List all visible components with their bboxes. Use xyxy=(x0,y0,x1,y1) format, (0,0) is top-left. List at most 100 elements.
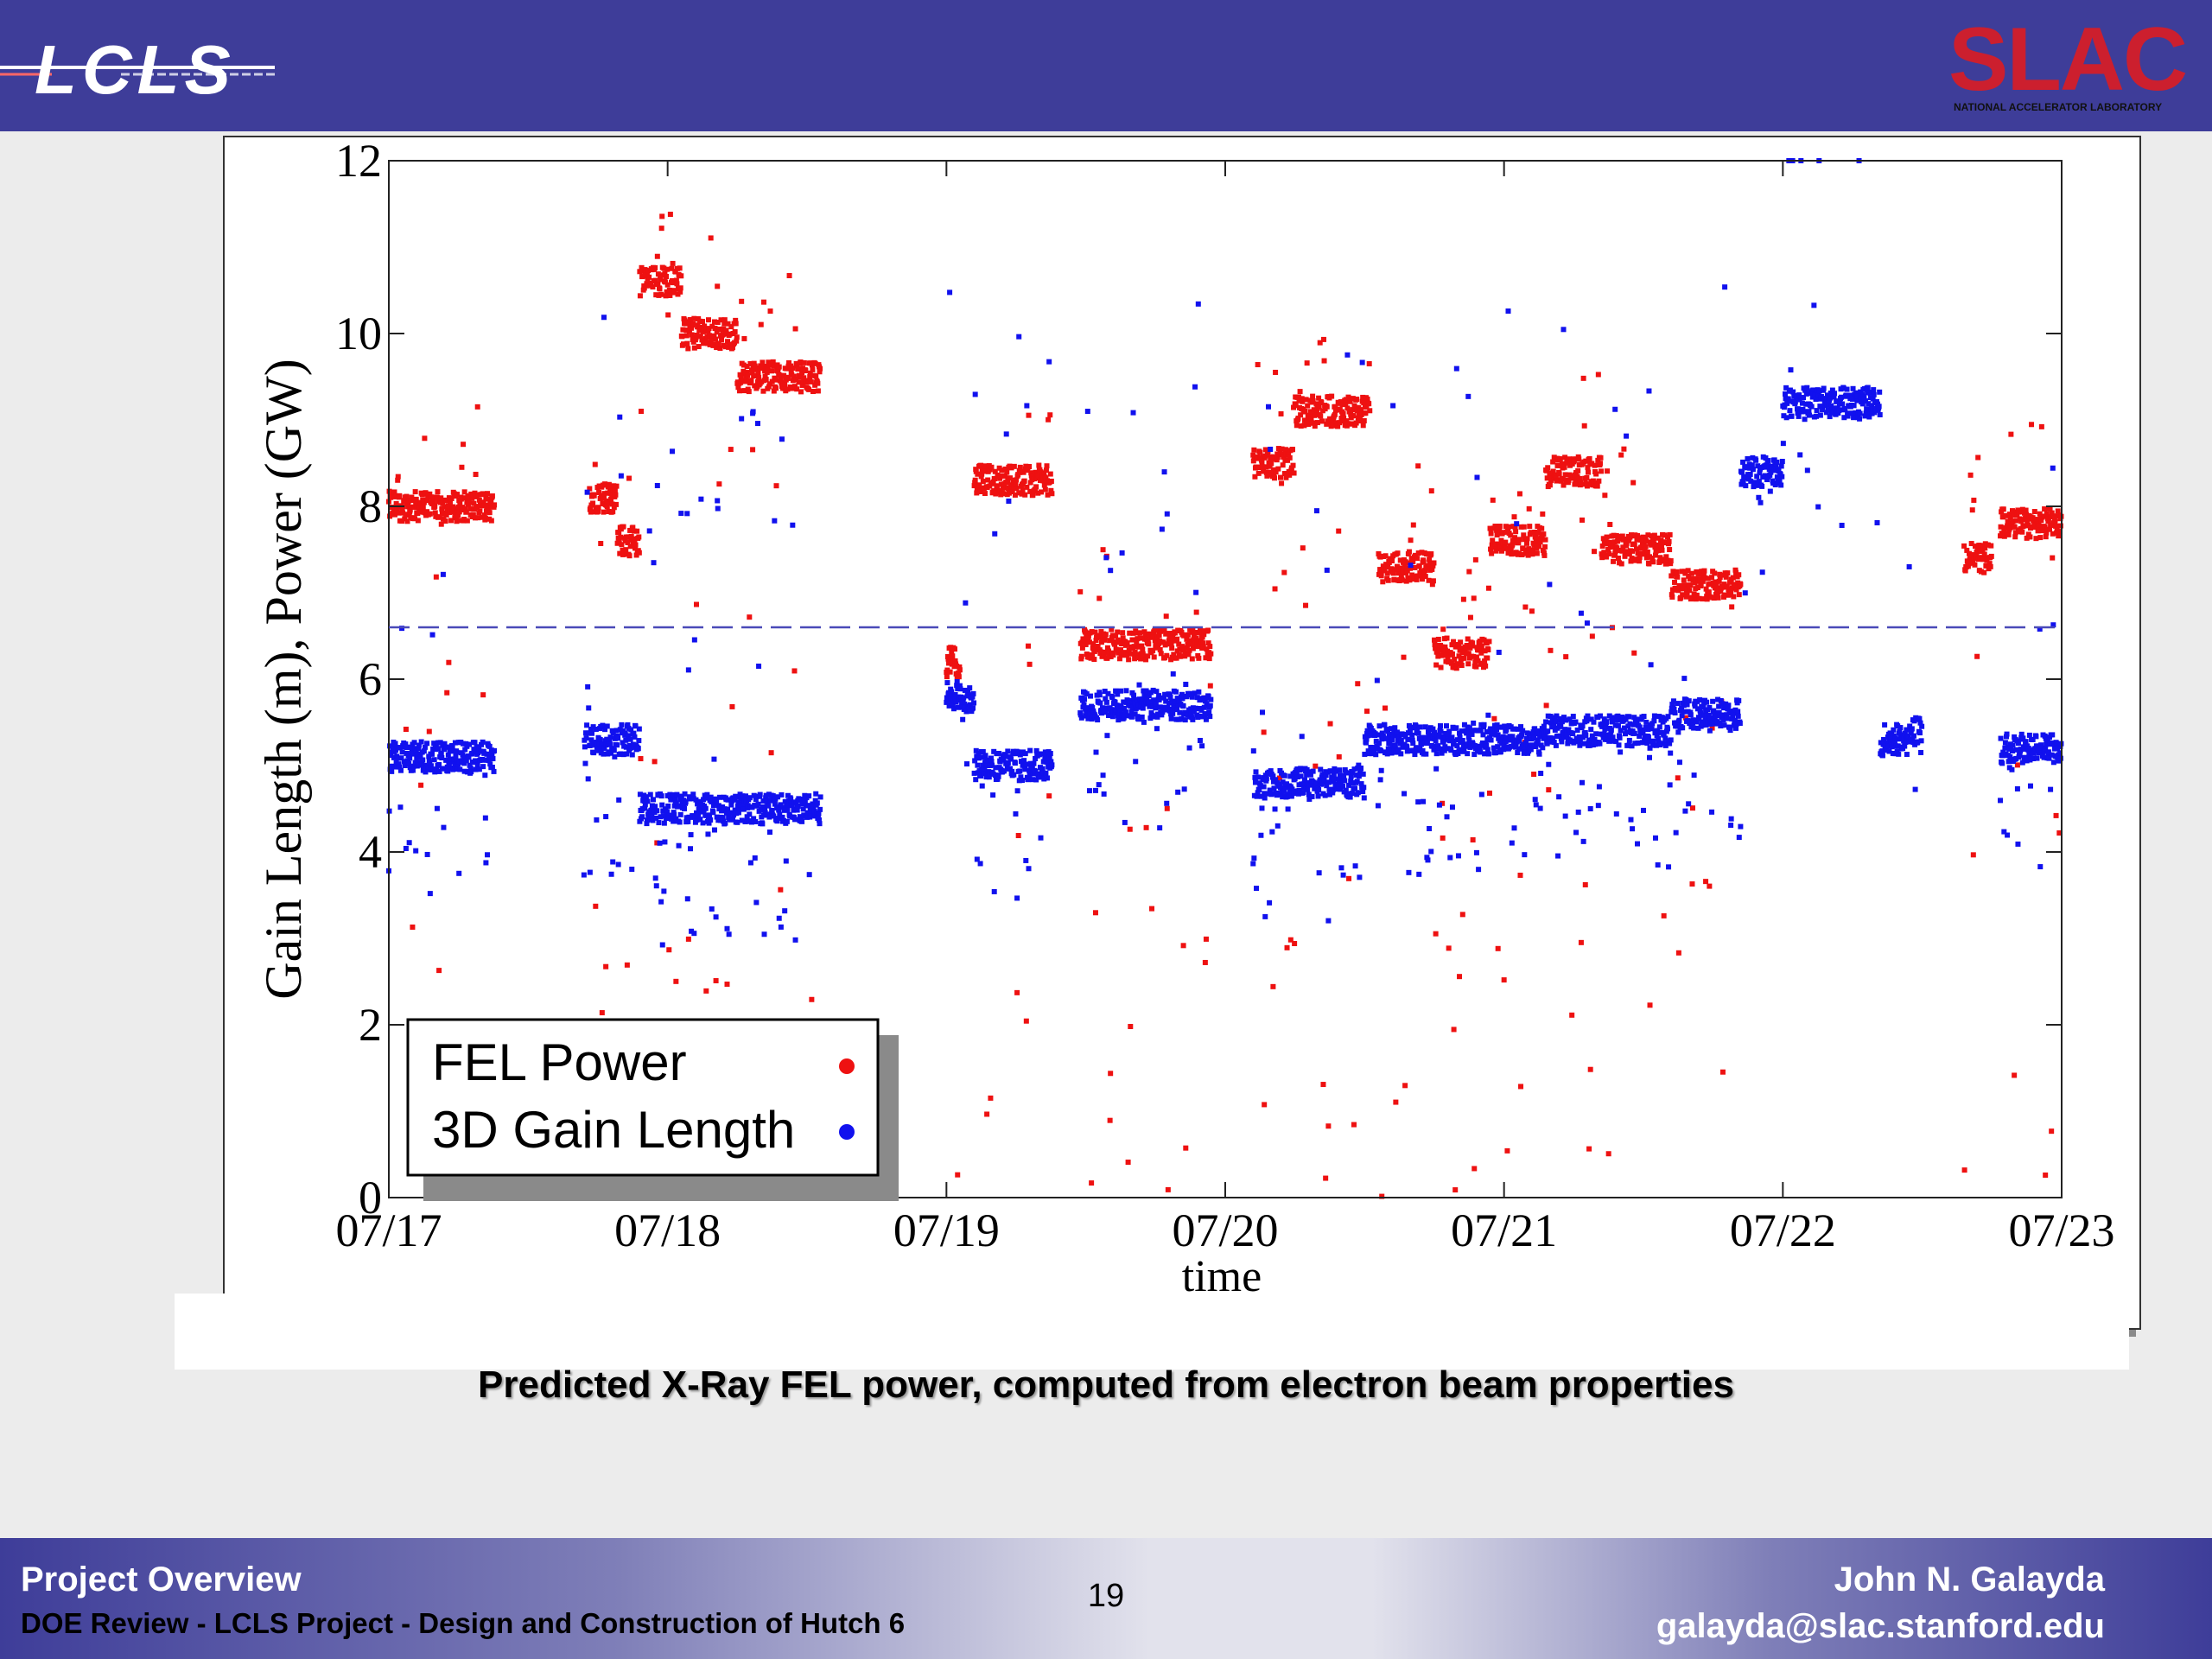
data-point xyxy=(728,447,734,453)
data-point xyxy=(1974,653,1980,659)
data-point xyxy=(632,545,639,551)
data-point xyxy=(1378,748,1384,754)
data-point xyxy=(688,832,694,838)
data-point xyxy=(1023,761,1029,767)
data-point xyxy=(1403,578,1409,584)
data-point xyxy=(1150,648,1156,654)
data-point xyxy=(1790,389,1796,395)
data-point xyxy=(680,327,686,333)
data-point xyxy=(417,754,423,760)
data-point xyxy=(1658,544,1664,550)
data-point xyxy=(1307,772,1313,778)
data-point xyxy=(1379,1193,1385,1199)
data-point xyxy=(411,763,417,769)
data-point xyxy=(438,521,444,527)
data-point xyxy=(947,669,953,675)
data-point xyxy=(977,861,983,867)
data-point xyxy=(2012,534,2018,540)
data-point xyxy=(1191,709,1197,715)
data-point xyxy=(438,495,444,501)
data-point xyxy=(1183,1145,1189,1151)
data-point xyxy=(1390,570,1396,576)
data-point xyxy=(1350,770,1356,776)
data-point xyxy=(594,817,600,823)
data-point xyxy=(1418,571,1424,577)
series-gain-length xyxy=(386,158,2064,948)
data-point xyxy=(1156,696,1162,702)
data-point xyxy=(1347,398,1353,404)
data-point xyxy=(1173,698,1179,704)
data-point xyxy=(1459,912,1465,918)
data-point xyxy=(657,840,663,846)
data-point xyxy=(785,806,791,812)
data-point xyxy=(1478,650,1484,656)
data-point xyxy=(1650,742,1656,748)
data-point xyxy=(1656,724,1662,730)
data-point xyxy=(711,319,717,325)
data-point xyxy=(1047,751,1053,757)
data-point xyxy=(1042,486,1048,493)
data-point xyxy=(604,723,610,729)
data-point xyxy=(1739,469,1745,475)
data-point xyxy=(2043,534,2049,540)
data-point xyxy=(992,468,998,474)
data-point xyxy=(1669,573,1675,579)
data-point xyxy=(1398,751,1404,757)
data-point xyxy=(726,931,732,938)
data-point xyxy=(1707,728,1713,734)
data-point xyxy=(1192,630,1198,636)
data-point xyxy=(1516,491,1522,497)
data-point xyxy=(1093,637,1099,643)
data-point xyxy=(1853,390,1859,396)
data-point xyxy=(447,499,453,505)
data-point xyxy=(795,803,801,809)
data-point xyxy=(1123,688,1129,694)
data-point xyxy=(2024,535,2030,541)
data-point xyxy=(658,226,664,232)
data-point xyxy=(394,507,400,513)
data-point xyxy=(1332,768,1338,774)
data-point xyxy=(715,341,721,347)
data-point xyxy=(1618,452,1624,458)
data-point xyxy=(1537,734,1543,740)
data-point xyxy=(1980,556,1986,563)
data-point xyxy=(771,813,777,819)
data-point xyxy=(772,518,778,524)
data-point xyxy=(1198,629,1204,635)
data-point xyxy=(751,816,757,822)
data-point xyxy=(952,658,958,664)
data-point xyxy=(976,751,982,757)
data-point xyxy=(785,802,791,808)
data-point xyxy=(794,807,800,813)
data-point xyxy=(1968,560,1974,566)
data-point xyxy=(1337,767,1343,773)
data-point xyxy=(1541,723,1547,729)
data-point xyxy=(1560,729,1566,735)
data-point xyxy=(1336,783,1342,789)
data-point xyxy=(457,766,463,772)
data-point xyxy=(1164,800,1170,806)
data-point xyxy=(1683,696,1689,702)
data-point xyxy=(1014,895,1020,901)
data-point xyxy=(1439,652,1445,658)
data-point xyxy=(1439,734,1445,740)
data-point xyxy=(1325,779,1332,785)
data-point xyxy=(1266,404,1272,410)
data-point xyxy=(770,359,776,365)
data-point xyxy=(462,754,468,760)
data-point xyxy=(1496,649,1502,655)
data-point xyxy=(1146,641,1152,647)
data-point xyxy=(1331,772,1337,778)
data-point xyxy=(595,747,601,753)
data-point xyxy=(1402,559,1408,565)
data-point xyxy=(1255,792,1261,798)
data-point xyxy=(397,745,403,751)
data-point xyxy=(1267,463,1273,469)
data-point xyxy=(1503,734,1510,741)
data-point xyxy=(801,359,807,365)
data-point xyxy=(791,668,798,674)
data-point xyxy=(1974,549,1980,555)
data-point xyxy=(1305,786,1311,792)
data-point xyxy=(1854,393,1860,399)
data-point xyxy=(1409,737,1415,743)
